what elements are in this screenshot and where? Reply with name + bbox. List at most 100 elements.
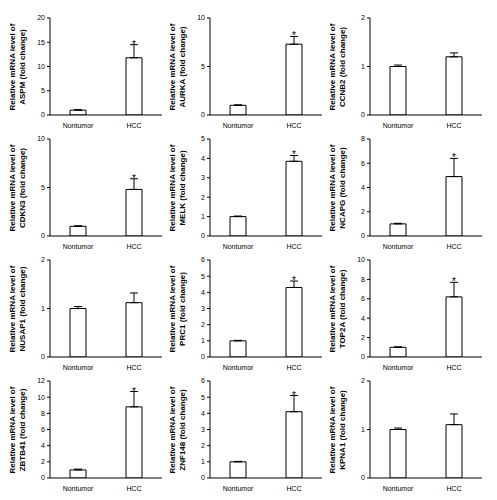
svg-text:2: 2 xyxy=(41,458,45,465)
svg-text:10: 10 xyxy=(357,256,365,263)
svg-text:4: 4 xyxy=(201,410,205,417)
svg-text:HCC: HCC xyxy=(286,122,301,129)
svg-text:6: 6 xyxy=(361,295,365,302)
svg-text:Nontumor: Nontumor xyxy=(223,364,254,371)
svg-text:10: 10 xyxy=(197,14,205,21)
svg-text:0: 0 xyxy=(201,111,205,118)
svg-text:1: 1 xyxy=(361,63,365,70)
svg-text:*: * xyxy=(452,152,456,163)
svg-text:0: 0 xyxy=(201,232,205,239)
svg-text:8: 8 xyxy=(41,410,45,417)
svg-text:8: 8 xyxy=(361,276,365,283)
svg-text:6: 6 xyxy=(361,160,365,167)
svg-text:2: 2 xyxy=(361,14,365,21)
svg-text:Nontumor: Nontumor xyxy=(63,364,94,371)
svg-text:Nontumor: Nontumor xyxy=(223,243,254,250)
svg-text:0: 0 xyxy=(361,111,365,118)
svg-text:15: 15 xyxy=(37,39,45,46)
svg-text:*: * xyxy=(292,149,296,160)
svg-text:2: 2 xyxy=(361,208,365,215)
svg-text:5: 5 xyxy=(41,184,45,191)
svg-text:Nontumor: Nontumor xyxy=(383,485,414,492)
svg-text:1: 1 xyxy=(201,213,205,220)
svg-text:HCC: HCC xyxy=(446,485,461,492)
svg-text:4: 4 xyxy=(361,184,365,191)
svg-text:10: 10 xyxy=(37,63,45,70)
html-text:CCNB2 (fold change): CCNB2 (fold change) xyxy=(338,26,347,107)
svg-text:4: 4 xyxy=(361,315,365,322)
svg-text:2: 2 xyxy=(201,442,205,449)
svg-text:1: 1 xyxy=(41,305,45,312)
svg-text:0: 0 xyxy=(41,353,45,360)
svg-text:10: 10 xyxy=(37,135,45,142)
svg-text:10: 10 xyxy=(37,394,45,401)
svg-text:HCC: HCC xyxy=(126,364,141,371)
svg-text:Nontumor: Nontumor xyxy=(383,364,414,371)
svg-text:0: 0 xyxy=(41,474,45,481)
html-text:CDKN3 (fold change): CDKN3 (fold change) xyxy=(18,147,27,228)
svg-text:*: * xyxy=(452,276,456,287)
svg-text:5: 5 xyxy=(201,135,205,142)
svg-text:HCC: HCC xyxy=(446,364,461,371)
svg-text:3: 3 xyxy=(201,174,205,181)
svg-text:Nontumor: Nontumor xyxy=(383,122,414,129)
svg-text:*: * xyxy=(132,39,136,50)
html-text:ASPM (fold change): ASPM (fold change) xyxy=(18,28,27,105)
svg-text:2: 2 xyxy=(361,334,365,341)
svg-text:*: * xyxy=(292,390,296,401)
html-text:Relative mRNA level of: Relative mRNA level of xyxy=(328,23,337,110)
svg-text:3: 3 xyxy=(201,426,205,433)
svg-text:*: * xyxy=(292,275,296,286)
svg-text:1: 1 xyxy=(201,458,205,465)
svg-text:HCC: HCC xyxy=(126,122,141,129)
svg-text:Nontumor: Nontumor xyxy=(63,485,94,492)
svg-text:4: 4 xyxy=(41,442,45,449)
svg-text:0: 0 xyxy=(361,474,365,481)
svg-text:4: 4 xyxy=(201,155,205,162)
svg-text:2: 2 xyxy=(201,321,205,328)
svg-text:HCC: HCC xyxy=(126,485,141,492)
html-text:Relative mRNA level of: Relative mRNA level of xyxy=(168,23,177,110)
svg-text:12: 12 xyxy=(37,377,45,384)
svg-text:3: 3 xyxy=(201,305,205,312)
svg-text:Nontumor: Nontumor xyxy=(383,243,414,250)
svg-text:5: 5 xyxy=(41,87,45,94)
svg-text:Nontumor: Nontumor xyxy=(63,243,94,250)
svg-text:HCC: HCC xyxy=(286,485,301,492)
svg-text:*: * xyxy=(292,30,296,41)
html-text:Relative mRNA level of: Relative mRNA level of xyxy=(8,144,17,231)
svg-text:6: 6 xyxy=(201,256,205,263)
svg-text:Nontumor: Nontumor xyxy=(223,122,254,129)
svg-text:*: * xyxy=(132,173,136,184)
svg-text:5: 5 xyxy=(201,273,205,280)
svg-text:Nontumor: Nontumor xyxy=(223,485,254,492)
svg-text:*: * xyxy=(132,386,136,397)
svg-text:0: 0 xyxy=(361,232,365,239)
svg-text:HCC: HCC xyxy=(446,243,461,250)
html-text:Relative mRNA level of: Relative mRNA level of xyxy=(168,144,177,231)
html-text:AURKA (fold change): AURKA (fold change) xyxy=(178,26,187,107)
svg-text:0: 0 xyxy=(41,111,45,118)
svg-text:6: 6 xyxy=(201,377,205,384)
svg-text:8: 8 xyxy=(361,135,365,142)
svg-text:Nontumor: Nontumor xyxy=(63,122,94,129)
svg-text:HCC: HCC xyxy=(286,364,301,371)
svg-text:4: 4 xyxy=(201,289,205,296)
svg-text:0: 0 xyxy=(201,353,205,360)
svg-text:2: 2 xyxy=(361,377,365,384)
svg-text:2: 2 xyxy=(201,194,205,201)
svg-text:20: 20 xyxy=(37,14,45,21)
svg-text:5: 5 xyxy=(201,63,205,70)
svg-text:0: 0 xyxy=(41,232,45,239)
svg-text:1: 1 xyxy=(361,426,365,433)
svg-text:HCC: HCC xyxy=(446,122,461,129)
svg-text:2: 2 xyxy=(41,256,45,263)
svg-text:HCC: HCC xyxy=(126,243,141,250)
html-text:Relative mRNA level of: Relative mRNA level of xyxy=(8,23,17,110)
svg-text:6: 6 xyxy=(41,426,45,433)
svg-text:0: 0 xyxy=(201,474,205,481)
svg-text:1: 1 xyxy=(201,337,205,344)
svg-text:5: 5 xyxy=(201,394,205,401)
svg-text:0: 0 xyxy=(361,353,365,360)
svg-text:HCC: HCC xyxy=(286,243,301,250)
